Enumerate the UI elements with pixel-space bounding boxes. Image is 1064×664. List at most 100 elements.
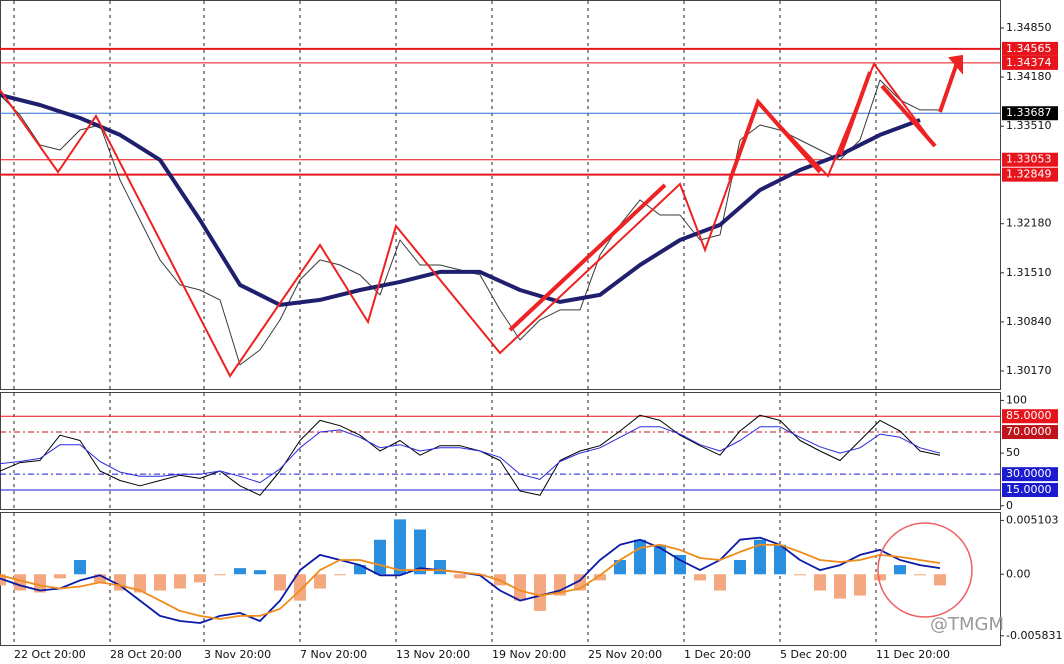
histogram-bar <box>614 560 626 575</box>
watermark: @TMGM <box>930 614 1004 635</box>
histogram-bar <box>814 574 826 591</box>
histogram-bar <box>214 574 226 576</box>
x-tick-label: 3 Nov 20:00 <box>204 648 271 661</box>
histogram-bar <box>234 568 246 575</box>
y-tick-label: 1.34180 <box>1006 70 1052 83</box>
arrow <box>508 183 667 332</box>
y-tick-label: -0.005831 <box>1006 629 1062 642</box>
y-tick-label: 1.31510 <box>1006 266 1052 279</box>
histogram-bar <box>534 574 546 611</box>
histogram-bar <box>434 560 446 575</box>
histogram-bar <box>794 574 806 576</box>
last-price-label: 1.33687 <box>1006 106 1052 119</box>
histogram-bar <box>414 529 426 575</box>
series-line <box>0 93 921 307</box>
level-label-box <box>1002 467 1058 482</box>
y-tick-label: 1.34850 <box>1006 21 1052 34</box>
level-label: 1.34374 <box>1006 56 1052 69</box>
histogram-bar <box>154 574 166 591</box>
histogram-bar <box>514 574 526 601</box>
level-label-box <box>1002 152 1058 167</box>
level-label: 1.34565 <box>1006 42 1052 55</box>
level-label: 30.0000 <box>1006 467 1052 480</box>
y-tick-label: 1.30840 <box>1006 315 1052 328</box>
histogram-bar <box>874 574 886 581</box>
histogram-bar <box>314 574 326 589</box>
x-tick-label: 7 Nov 20:00 <box>300 648 367 661</box>
histogram-bar <box>54 574 66 579</box>
level-label-box <box>1002 482 1058 497</box>
level-label-box <box>1002 55 1058 70</box>
histogram-bar <box>254 570 266 575</box>
histogram-bar <box>554 574 566 596</box>
arrow <box>938 59 960 113</box>
y-tick-label: 1.32180 <box>1006 217 1052 230</box>
series-line <box>0 543 941 620</box>
highlight-circle <box>877 522 973 618</box>
level-label: 85.0000 <box>1006 409 1052 422</box>
histogram-bar <box>194 574 206 583</box>
histogram-bar <box>734 560 746 575</box>
level-label-box <box>1002 425 1058 440</box>
y-tick-label: 100 <box>1006 393 1027 406</box>
zigzag <box>0 61 936 378</box>
y-tick-label: 50 <box>1006 446 1020 459</box>
histogram-bar <box>454 574 466 579</box>
y-tick-label: 1.30170 <box>1006 364 1052 377</box>
histogram-bar <box>754 539 766 575</box>
histogram-bar <box>94 574 106 583</box>
histogram-bar <box>374 539 386 575</box>
histogram-bar <box>394 519 406 575</box>
histogram-bar <box>274 574 286 591</box>
x-tick-label: 13 Nov 20:00 <box>396 648 470 661</box>
x-tick-label: 1 Dec 20:00 <box>684 648 751 661</box>
histogram-bar <box>334 574 346 576</box>
histogram-bar <box>674 554 686 575</box>
oscillator-frame <box>0 392 1001 510</box>
y-tick-label: 0.00 <box>1006 567 1031 580</box>
x-tick-label: 19 Nov 20:00 <box>492 648 566 661</box>
histogram-bar <box>354 565 366 575</box>
level-label: 15.0000 <box>1006 483 1052 496</box>
histogram-bar <box>914 574 926 576</box>
x-tick-label: 25 Nov 20:00 <box>588 648 662 661</box>
level-label-box <box>1002 409 1058 424</box>
y-tick-label: 1.33510 <box>1006 119 1052 132</box>
arrow <box>838 71 872 156</box>
level-label: 1.32849 <box>1006 168 1052 181</box>
x-tick-label: 28 Oct 20:00 <box>110 648 182 661</box>
histogram-bar <box>654 544 666 575</box>
level-label-box <box>1002 167 1058 182</box>
x-tick-label: 22 Oct 20:00 <box>14 648 86 661</box>
histogram-bar <box>694 574 706 581</box>
series-line <box>0 426 941 484</box>
histogram-bar <box>594 574 606 581</box>
histogram-bar <box>894 565 906 575</box>
histogram-bar <box>74 560 86 575</box>
arrow <box>880 84 937 148</box>
x-tick-label: 11 Dec 20:00 <box>876 648 950 661</box>
price-frame <box>0 0 1001 390</box>
last-price-box <box>1002 106 1058 121</box>
level-label: 70.0000 <box>1006 425 1052 438</box>
y-tick-label: 0 <box>1006 499 1013 512</box>
level-label: 1.33053 <box>1006 153 1052 166</box>
trend-annotations <box>0 54 973 618</box>
histogram-bar <box>34 574 46 593</box>
histogram-bar <box>174 574 186 589</box>
histogram-bar <box>774 544 786 575</box>
series-line <box>0 414 941 496</box>
level-label-box <box>1002 41 1058 56</box>
arrow <box>728 98 822 181</box>
arrow-head <box>948 54 963 75</box>
histogram-bar <box>934 574 946 586</box>
y-tick-label: 0.005103 <box>1006 513 1059 526</box>
histogram-bar <box>134 574 146 593</box>
panel-frames <box>0 0 1001 646</box>
histogram-bar <box>634 539 646 575</box>
histogram-bar <box>854 574 866 596</box>
x-tick-label: 5 Dec 20:00 <box>780 648 847 661</box>
